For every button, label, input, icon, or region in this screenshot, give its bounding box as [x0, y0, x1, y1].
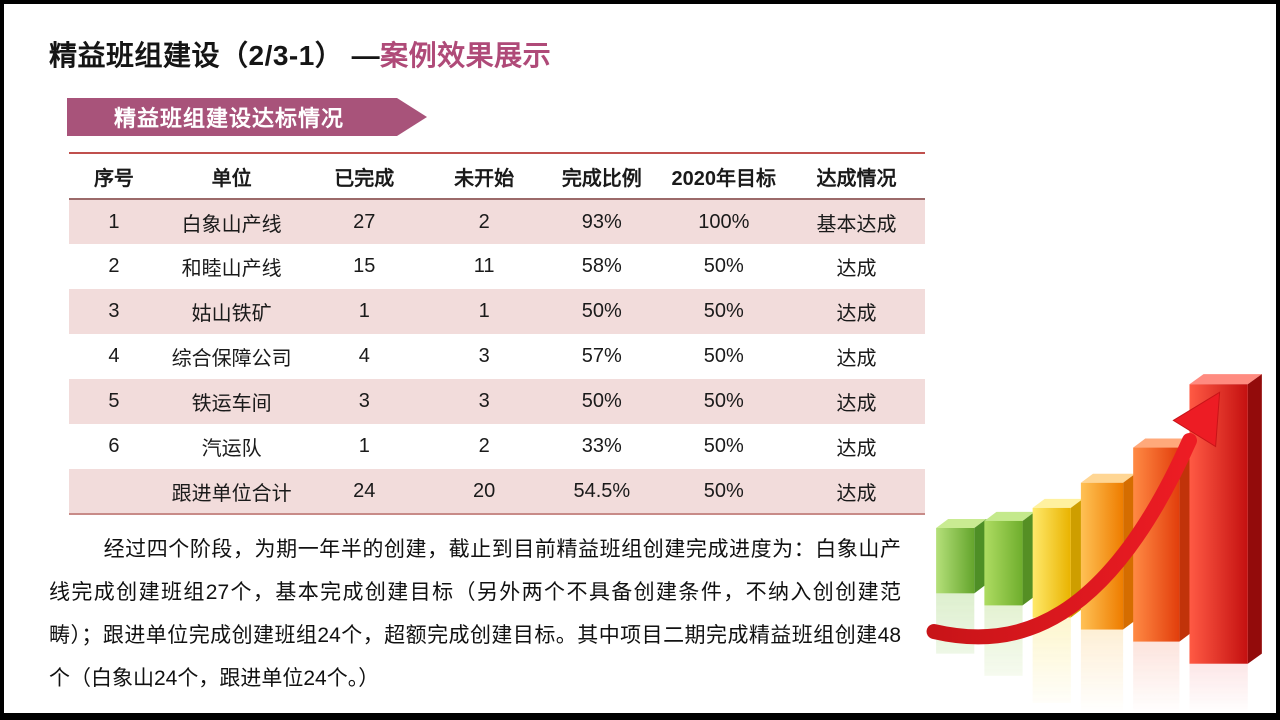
cell-completed: 1: [304, 424, 425, 469]
cell-seq: 1: [69, 199, 159, 244]
cell-status: 达成: [787, 289, 925, 334]
bar-2: [984, 511, 1035, 606]
table-total-row: 跟进单位合计 24 20 54.5% 50% 达成: [69, 469, 925, 514]
cell-status: 达成: [787, 379, 925, 424]
reflection-group: [936, 593, 1248, 713]
page-title: 精益班组建设（2/3-1） —案例效果展示: [49, 34, 551, 74]
bar-6: [1189, 374, 1262, 664]
cell-unit: 姑山铁矿: [158, 289, 305, 334]
growth-arrow-icon: [926, 391, 1221, 645]
cell-unit: 汽运队: [158, 424, 305, 469]
cell-unit: 和睦山产线: [158, 244, 305, 289]
cell-completed: 27: [304, 199, 425, 244]
header-completion-ratio: 完成比例: [544, 153, 660, 200]
cell-completed: 4: [304, 334, 425, 379]
cell-completed: 15: [304, 244, 425, 289]
cell-goal: 50%: [659, 244, 788, 289]
summary-paragraph: 经过四个阶段，为期一年半的创建，截止到目前精益班组创建完成进度为：白象山产线完成…: [49, 538, 901, 690]
header-not-started: 未开始: [424, 153, 545, 200]
rising-3d-bar-chart-with-red-arrow-icon: [926, 374, 1262, 713]
cell-seq: 4: [69, 334, 159, 379]
cell-ratio: 57%: [544, 334, 660, 379]
cell-completed: 24: [304, 469, 425, 514]
cell-unit: 综合保障公司: [158, 334, 305, 379]
cell-seq: [69, 469, 159, 514]
cell-ratio: 50%: [544, 289, 660, 334]
table-row: 4 综合保障公司 4 3 57% 50% 达成: [69, 334, 925, 379]
page-title-highlight: 案例效果展示: [380, 40, 552, 71]
cell-seq: 2: [69, 244, 159, 289]
cell-completed: 3: [304, 379, 425, 424]
header-unit: 单位: [158, 153, 305, 200]
header-completed: 已完成: [304, 153, 425, 200]
header-2020-goal: 2020年目标: [659, 153, 788, 200]
section-banner: 精益班组建设达标情况: [67, 98, 427, 136]
cell-not-started: 3: [424, 379, 545, 424]
cell-goal: 100%: [659, 199, 788, 244]
cell-ratio: 58%: [544, 244, 660, 289]
bar-3: [1032, 498, 1083, 618]
cell-ratio: 33%: [544, 424, 660, 469]
growth-chart-graphic: [926, 342, 1276, 713]
cell-seq: 5: [69, 379, 159, 424]
cell-unit: 铁运车间: [158, 379, 305, 424]
cell-not-started: 1: [424, 289, 545, 334]
cell-goal: 50%: [659, 469, 788, 514]
cell-seq: 3: [69, 289, 159, 334]
table-row: 3 姑山铁矿 1 1 50% 50% 达成: [69, 289, 925, 334]
cell-not-started: 2: [424, 424, 545, 469]
cell-not-started: 2: [424, 199, 545, 244]
cell-status: 达成: [787, 244, 925, 289]
cell-not-started: 3: [424, 334, 545, 379]
cell-ratio: 54.5%: [544, 469, 660, 514]
page-title-main: 精益班组建设（2/3-1） —: [49, 40, 381, 71]
section-banner-label: 精益班组建设达标情况: [113, 106, 344, 131]
header-achievement-status: 达成情况: [787, 153, 925, 200]
cell-seq: 6: [69, 424, 159, 469]
cell-status: 达成: [787, 334, 925, 379]
cell-ratio: 50%: [544, 379, 660, 424]
cell-not-started: 20: [424, 469, 545, 514]
header-seq: 序号: [69, 153, 159, 200]
table-row: 6 汽运队 1 2 33% 50% 达成: [69, 424, 925, 469]
cell-completed: 1: [304, 289, 425, 334]
cell-unit: 跟进单位合计: [158, 469, 305, 514]
table-row: 5 铁运车间 3 3 50% 50% 达成: [69, 379, 925, 424]
achievement-table-container: 序号 单位 已完成 未开始 完成比例 2020年目标 达成情况 1 白象山产线 …: [69, 152, 925, 515]
cell-goal: 50%: [659, 289, 788, 334]
cell-status: 基本达成: [787, 199, 925, 244]
bar-1: [936, 518, 987, 594]
cell-unit: 白象山产线: [158, 199, 305, 244]
cell-goal: 50%: [659, 334, 788, 379]
cell-status: 达成: [787, 424, 925, 469]
cell-goal: 50%: [659, 379, 788, 424]
table-row: 1 白象山产线 27 2 93% 100% 基本达成: [69, 199, 925, 244]
cell-status: 达成: [787, 469, 925, 514]
achievement-table: 序号 单位 已完成 未开始 完成比例 2020年目标 达成情况 1 白象山产线 …: [69, 152, 925, 515]
cell-ratio: 93%: [544, 199, 660, 244]
table-row: 2 和睦山产线 15 11 58% 50% 达成: [69, 244, 925, 289]
cell-goal: 50%: [659, 424, 788, 469]
table-header-row: 序号 单位 已完成 未开始 完成比例 2020年目标 达成情况: [69, 153, 925, 200]
cell-not-started: 11: [424, 244, 545, 289]
